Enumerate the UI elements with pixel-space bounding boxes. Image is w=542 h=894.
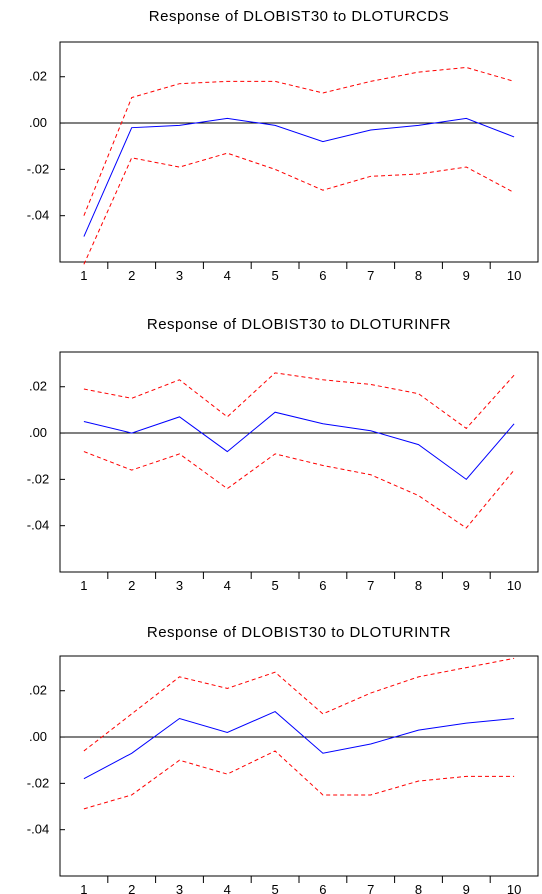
y-tick-label: -.02	[27, 471, 49, 486]
x-tick-label: 3	[176, 578, 183, 593]
x-tick-label: 6	[319, 578, 326, 593]
x-tick-label: 10	[507, 578, 521, 593]
x-tick-label: 5	[271, 268, 278, 283]
x-tick-label: 4	[224, 578, 231, 593]
y-tick-label: .00	[29, 425, 47, 440]
x-tick-label: 4	[224, 882, 231, 894]
x-tick-label: 8	[415, 268, 422, 283]
confidence-band-line	[83, 66, 515, 216]
x-tick-label: 7	[367, 882, 374, 894]
plot-frame	[59, 41, 539, 263]
x-tick-label: 6	[319, 882, 326, 894]
x-tick-label: 4	[224, 268, 231, 283]
response-line	[83, 117, 515, 237]
x-tick-label: 2	[128, 882, 135, 894]
chart-plot: .02 .00 -.02 -.04 1 2 3 4 5 6 7 8 9 10	[27, 351, 539, 593]
y-tick-label: -.04	[27, 208, 49, 223]
x-tick-label: 8	[415, 882, 422, 894]
y-tick-label: -.02	[27, 161, 49, 176]
x-tick-label: 6	[319, 268, 326, 283]
x-tick-label: 2	[128, 268, 135, 283]
chart-plot: .02 .00 -.02 -.04 1 2 3 4 5 6 7 8 9 10	[27, 655, 539, 894]
x-tick-label: 9	[463, 882, 470, 894]
x-tick-label: 7	[367, 578, 374, 593]
confidence-band-line	[83, 451, 515, 529]
x-tick-label: 10	[507, 268, 521, 283]
y-tick-label: -.02	[27, 775, 49, 790]
confidence-band-line	[83, 152, 515, 265]
x-tick-label: 7	[367, 268, 374, 283]
y-tick-label: .00	[29, 115, 47, 130]
confidence-band-line	[83, 372, 515, 430]
y-tick-label: .02	[29, 683, 47, 698]
y-tick-label: .00	[29, 729, 47, 744]
x-tick-label: 8	[415, 578, 422, 593]
x-tick-label: 5	[271, 882, 278, 894]
chart-panel-1: Response of DLOBIST30 to DLOTURCDS .02.0…	[0, 0, 542, 283]
plot-frame	[59, 655, 539, 877]
x-tick-label: 9	[463, 268, 470, 283]
response-line	[83, 710, 515, 780]
y-tick-label: -.04	[27, 822, 49, 837]
x-tick-label: 1	[80, 268, 87, 283]
x-tick-label: 9	[463, 578, 470, 593]
chart-plot: .02 .00 -.02 -.04 1 2 3 4 5 6 7 8 9 10	[27, 41, 539, 283]
x-tick-label: 1	[80, 882, 87, 894]
chart-panel-2: Response of DLOBIST30 to DLOTURINFR .02.…	[0, 306, 542, 593]
chart-panel-3: Response of DLOBIST30 to DLOTURINTR .02.…	[0, 614, 542, 894]
x-tick-label: 10	[507, 882, 521, 894]
chart-title: Response of DLOBIST30 to DLOTURCDS	[148, 8, 450, 25]
y-tick-label: -.04	[27, 518, 49, 533]
x-tick-label: 3	[176, 882, 183, 894]
chart-title: Response of DLOBIST30 to DLOTURINTR	[146, 624, 452, 641]
chart-title: Response of DLOBIST30 to DLOTURINFR	[146, 316, 452, 333]
x-tick-label: 5	[271, 578, 278, 593]
x-tick-label: 1	[80, 578, 87, 593]
plot-frame	[59, 351, 539, 573]
y-tick-label: .02	[29, 379, 47, 394]
confidence-band-line	[83, 750, 515, 810]
response-line	[83, 411, 515, 481]
confidence-band-line	[83, 657, 515, 752]
x-tick-label: 3	[176, 268, 183, 283]
x-tick-label: 2	[128, 578, 135, 593]
y-tick-label: .02	[29, 69, 47, 84]
